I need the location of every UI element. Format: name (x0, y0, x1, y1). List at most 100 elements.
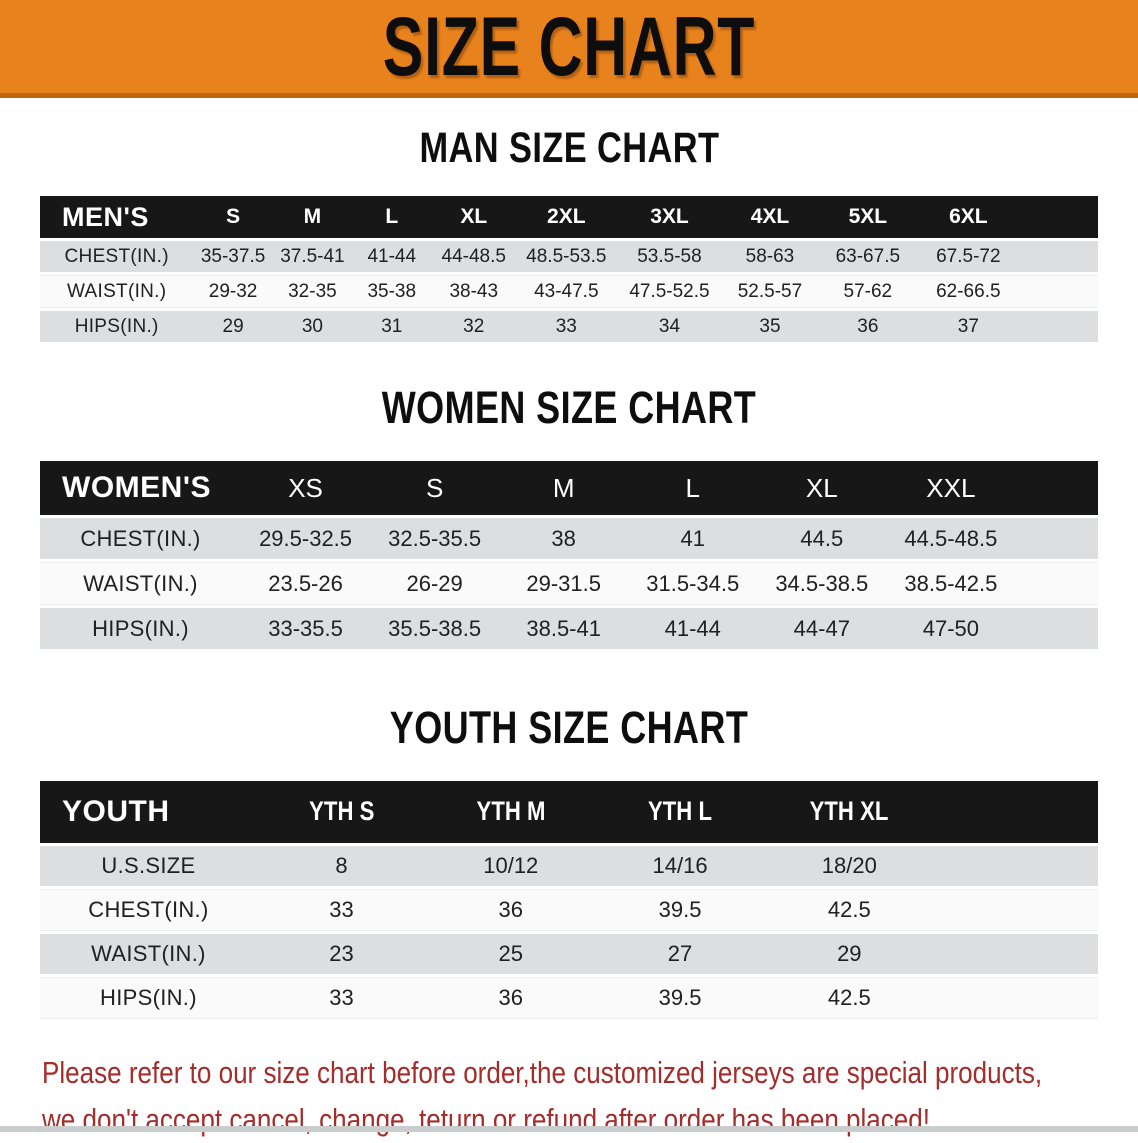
men-value-cell: 35 (722, 311, 818, 343)
men-header-row: MEN'S S M L XL 2XL 3XL 4XL 5XL 6XL (40, 196, 1098, 239)
youth-value-cell-text: 18/20 (821, 852, 877, 878)
men-value-cell-text: 41-44 (367, 245, 417, 267)
women-size-header: XS (241, 461, 371, 516)
men-value-cell-text: 33 (555, 315, 577, 337)
women-value-cell: 35.5-38.5 (370, 608, 500, 650)
order-notice: Please refer to our size chart before or… (42, 1049, 1138, 1143)
youth-value-cell-text: 39.5 (658, 984, 702, 1010)
men-value-cell-text: 38-43 (449, 280, 499, 302)
men-value-cell: 33 (516, 311, 617, 343)
youth-header-filler (933, 780, 1098, 843)
women-value-cell: 26-29 (370, 562, 500, 606)
women-size-header-text: S (425, 472, 444, 503)
youth-value-cell: 42.5 (764, 888, 934, 931)
women-table-label-text: WOMEN'S (62, 471, 211, 505)
men-size-header-text: XL (460, 205, 488, 229)
men-value-cell-text: 32-35 (288, 280, 337, 302)
men-size-table: MEN'S S M L XL 2XL 3XL 4XL 5XL 6XL CHEST(IN.) 35-37… (40, 193, 1098, 345)
men-size-header-text: L (385, 205, 399, 229)
men-size-header-text: 6XL (949, 205, 988, 229)
women-size-header: XL (757, 461, 887, 516)
women-row-label: HIPS(IN.) (40, 608, 242, 650)
youth-size-header: YTH XL (764, 780, 934, 843)
size-chart-banner: SIZE CHART (0, 0, 1138, 98)
men-value-cell-text: 43-47.5 (534, 280, 599, 302)
women-section-heading: WOMEN SIZE CHART (0, 384, 1138, 432)
men-size-header: 6XL (918, 196, 1019, 239)
women-size-header-text: XS (288, 472, 323, 503)
women-size-header-text: L (685, 472, 700, 503)
men-size-header: 3XL (616, 196, 723, 239)
men-value-cell: 29 (193, 311, 273, 343)
women-value-cell-text: 44-47 (793, 615, 850, 641)
men-value-cell-text: 63-67.5 (835, 245, 901, 267)
men-table-row: CHEST(IN.) 35-37.5 37.5-41 41-44 44-48.5 48.5… (40, 241, 1098, 273)
youth-table-row: WAIST(IN.) 23 25 27 29 (40, 933, 1098, 974)
men-size-header: L (352, 196, 432, 239)
youth-value-cell: 39.5 (595, 976, 765, 1019)
men-value-cell-text: 34 (658, 315, 681, 337)
women-value-cell-text: 29-31.5 (526, 570, 601, 596)
women-value-cell: 44-47 (757, 608, 887, 650)
youth-size-header: YTH L (595, 780, 765, 843)
women-value-cell-text: 29.5-32.5 (259, 525, 353, 551)
women-value-cell: 41 (628, 518, 758, 560)
men-value-cell: 35-37.5 (193, 241, 273, 273)
women-row-filler (1015, 562, 1098, 606)
men-row-label: HIPS(IN.) (40, 311, 194, 343)
youth-value-cell-text: 25 (498, 940, 524, 966)
women-value-cell-text: 31.5-34.5 (646, 570, 740, 596)
women-size-header: XXL (886, 461, 1016, 516)
men-size-header-text: 5XL (848, 205, 888, 229)
youth-table-row: U.S.SIZE 8 10/12 14/16 18/20 (40, 845, 1098, 886)
men-value-cell-text: 36 (857, 315, 879, 337)
youth-value-cell-text: 27 (667, 940, 693, 966)
women-value-cell: 44.5-48.5 (886, 518, 1016, 560)
women-row-label-text: WAIST(IN.) (83, 570, 198, 596)
women-row-label-text: CHEST(IN.) (80, 525, 201, 551)
men-size-header-text: 2XL (547, 205, 586, 229)
men-size-header-text: 3XL (650, 205, 689, 229)
women-row-filler (1015, 518, 1098, 560)
men-table-label: MEN'S (40, 196, 194, 239)
men-value-cell-text: 47.5-52.5 (629, 280, 710, 302)
youth-row-filler (933, 933, 1098, 974)
women-value-cell: 38.5-42.5 (886, 562, 1016, 606)
women-row-label: CHEST(IN.) (40, 518, 242, 560)
order-notice-line-2: we don't accept cancel, change, teturn o… (42, 1101, 931, 1137)
youth-value-cell: 39.5 (595, 888, 765, 931)
men-value-cell-text: 62-66.5 (936, 280, 1001, 302)
youth-table-row: HIPS(IN.) 33 36 39.5 42.5 (40, 976, 1098, 1019)
youth-row-filler (933, 976, 1098, 1019)
men-value-cell: 30 (272, 311, 353, 343)
youth-value-cell-text: 33 (329, 984, 354, 1010)
women-size-header: L (628, 461, 758, 516)
women-size-header: S (370, 461, 500, 516)
men-size-header: 5XL (817, 196, 919, 239)
youth-value-cell-text: 14/16 (652, 852, 708, 878)
men-value-cell: 35-38 (352, 275, 432, 309)
men-value-cell: 32-35 (272, 275, 353, 309)
women-value-cell: 47-50 (886, 608, 1016, 650)
youth-value-cell: 8 (256, 845, 427, 886)
women-value-cell-text: 44.5-48.5 (904, 525, 998, 551)
youth-table-row: CHEST(IN.) 33 36 39.5 42.5 (40, 888, 1098, 931)
men-value-cell-text: 37.5-41 (280, 245, 345, 267)
youth-row-filler (933, 845, 1098, 886)
men-size-header: 4XL (722, 196, 818, 239)
women-value-cell-text: 35.5-38.5 (388, 615, 482, 641)
men-value-cell: 41-44 (352, 241, 432, 273)
men-table-row: WAIST(IN.) 29-32 32-35 35-38 38-43 43-47.5 47.… (40, 275, 1098, 309)
women-value-cell: 34.5-38.5 (757, 562, 887, 606)
men-value-cell-text: 58-63 (745, 245, 795, 267)
youth-size-header-text: YTH L (648, 796, 713, 827)
women-value-cell: 29.5-32.5 (241, 518, 371, 560)
youth-value-cell: 36 (426, 888, 596, 931)
youth-value-cell-text: 8 (335, 852, 348, 878)
youth-row-label: CHEST(IN.) (40, 888, 257, 931)
women-size-header: M (499, 461, 629, 516)
women-value-cell-text: 38.5-41 (526, 615, 601, 641)
women-table-row: HIPS(IN.) 33-35.5 35.5-38.5 38.5-41 41-44 44-… (40, 608, 1098, 650)
youth-value-cell: 27 (595, 933, 765, 974)
youth-value-cell: 33 (256, 888, 427, 931)
